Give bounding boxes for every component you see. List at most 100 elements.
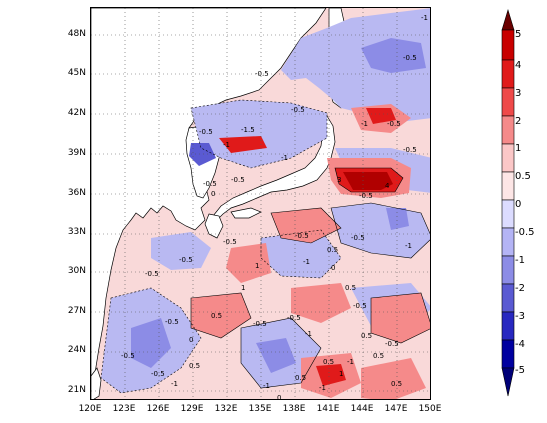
contour-label: -1 xyxy=(361,120,368,128)
contour-label: -0.5 xyxy=(165,318,179,326)
contour-label: 0.5 xyxy=(373,352,384,360)
contour-label: 0.5 xyxy=(391,380,402,388)
lon-tick-label: 129E xyxy=(180,404,204,414)
contour-label: 0.5 xyxy=(189,362,200,370)
contour-label: -1 xyxy=(405,242,412,250)
colorbar-label: 0.5 xyxy=(515,171,531,182)
lat-tick-label: 30N xyxy=(67,266,86,276)
contour-label: -0.5 xyxy=(295,232,309,240)
contour-label: -0.5 xyxy=(203,180,217,188)
contour-label: -1 xyxy=(421,14,428,22)
lon-tick-label: 150E xyxy=(418,404,442,414)
contour-label: -0.5 xyxy=(121,352,135,360)
lon-tick-label: 123E xyxy=(112,404,136,414)
lon-tick-label: 138E xyxy=(282,404,306,414)
contour-label: -1 xyxy=(347,358,354,366)
lon-tick-label: 132E xyxy=(214,404,238,414)
contour-label: -1.5 xyxy=(241,126,255,134)
colorbar-bottom-arrow xyxy=(501,367,515,397)
lon-tick-label: 144E xyxy=(350,404,374,414)
colorbar-swatch xyxy=(501,311,515,341)
colorbar-swatch xyxy=(501,339,515,369)
lat-tick-label: 36N xyxy=(67,188,86,198)
contour-label: 0.5 xyxy=(327,246,338,254)
contour-label: 1 xyxy=(241,284,245,292)
lat-tick-label: 48N xyxy=(67,29,86,39)
contour-label: 0 xyxy=(189,336,193,344)
contour-label: 0 xyxy=(331,264,335,272)
contour-label: -1 xyxy=(303,258,310,266)
colorbar-top-arrow xyxy=(501,8,515,31)
contour-label: -0.5 xyxy=(151,370,165,378)
contour-label: -0.5 xyxy=(223,238,237,246)
contour-label: -0.5 xyxy=(231,176,245,184)
contour-label: -0.5 xyxy=(403,146,417,154)
contour-label: -0.5 xyxy=(385,340,399,348)
lon-tick-label: 141E xyxy=(316,404,340,414)
colorbar-label: 4 xyxy=(515,60,522,71)
colorbar-swatch xyxy=(501,87,515,117)
colorbar-label: -3 xyxy=(515,311,525,322)
colorbar-label: -5 xyxy=(515,365,525,376)
contour-label: -0.5 xyxy=(199,128,213,136)
lon-tick-label: 147E xyxy=(384,404,408,414)
contour-label: 0.5 xyxy=(211,312,222,320)
contour-label: -1 xyxy=(171,380,178,388)
colorbar-swatch xyxy=(501,115,515,145)
graticule xyxy=(91,8,430,399)
contour-label: -1 xyxy=(319,384,326,392)
contour-label: 0.5 xyxy=(361,332,372,340)
colorbar-swatch xyxy=(501,143,515,173)
colorbar-label: 3 xyxy=(515,88,522,99)
contour-label: 3 xyxy=(337,176,341,184)
colorbar-swatch xyxy=(501,199,515,229)
colorbar-label: -0.5 xyxy=(515,227,535,238)
lon-tick-label: 120E xyxy=(78,404,102,414)
japan-shikoku xyxy=(230,207,262,219)
contour-label: 1 xyxy=(255,262,259,270)
lat-tick-label: 42N xyxy=(67,108,86,118)
contour-value-labels: -1 -0.5 -0.5 -1.5 -1 -0.5 -1 -0.5 -0.5 -… xyxy=(121,14,428,400)
colorbar-label: 0 xyxy=(515,199,522,210)
japan-kyushu xyxy=(204,213,224,239)
contour-label: 0.5 xyxy=(323,358,334,366)
colorbar-label: -2 xyxy=(515,283,525,294)
contour-label: -0.5 xyxy=(253,320,267,328)
colorbar-swatch xyxy=(501,255,515,285)
colorbar-swatch xyxy=(501,283,515,313)
contour-label: -1 xyxy=(263,382,270,390)
colorbar-swatch xyxy=(501,227,515,257)
colorbar-label: -1 xyxy=(515,255,525,266)
contour-label: 0.5 xyxy=(295,374,306,382)
contour-label: 4 xyxy=(385,182,390,190)
anomaly-map: -1 -0.5 -0.5 -1.5 -1 -0.5 -1 -0.5 -0.5 -… xyxy=(90,7,431,400)
contour-label: -0.5 xyxy=(287,314,301,322)
lat-tick-label: 24N xyxy=(67,345,86,355)
contour-label: -1 xyxy=(223,141,230,149)
contour-label: 0 xyxy=(211,190,215,198)
contour-label: -1 xyxy=(305,330,312,338)
contour-label: -0.5 xyxy=(351,234,365,242)
lon-tick-label: 135E xyxy=(248,404,272,414)
contour-lines xyxy=(100,99,430,394)
contour-label: -0.5 xyxy=(353,302,367,310)
contour-label: 0.5 xyxy=(345,284,356,292)
contour-label: -0.5 xyxy=(403,54,417,62)
lat-tick-label: 39N xyxy=(67,148,86,158)
lat-tick-label: 33N xyxy=(67,227,86,237)
colorbar-swatch xyxy=(501,29,515,61)
contour-label: -1 xyxy=(281,154,288,162)
colorbar-label: -4 xyxy=(515,339,525,350)
contour-label: -0.5 xyxy=(291,106,305,114)
colorbar-swatch xyxy=(501,171,515,201)
colorbar-swatch xyxy=(501,59,515,89)
contour-label: 0 xyxy=(277,394,281,400)
contour-label: -0.5 xyxy=(359,192,373,200)
lat-tick-label: 27N xyxy=(67,306,86,316)
contour-label: -0.5 xyxy=(387,120,401,128)
contour-label: -0.5 xyxy=(179,256,193,264)
mainland-landmass xyxy=(91,8,327,389)
taiwan-island xyxy=(91,367,102,399)
colorbar-label: 5 xyxy=(515,29,522,40)
map-canvas: -1 -0.5 -0.5 -1.5 -1 -0.5 -1 -0.5 -0.5 -… xyxy=(91,8,430,400)
